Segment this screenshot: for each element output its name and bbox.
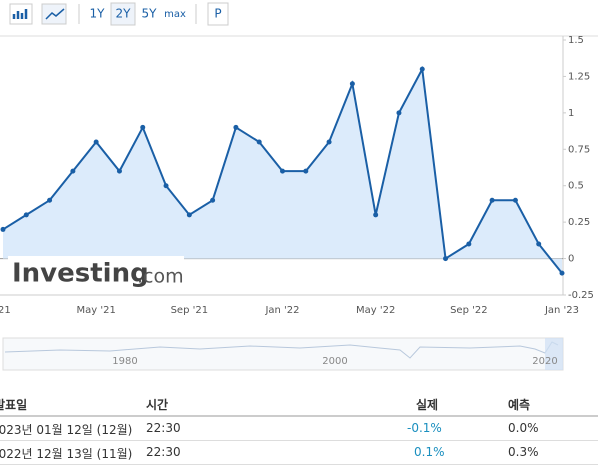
x-tick-label: May '22 xyxy=(356,305,395,316)
point xyxy=(116,168,122,174)
x-tick-label: Sep '21 xyxy=(171,305,209,316)
point xyxy=(93,139,99,145)
y-tick-label: 1.5 xyxy=(568,35,584,46)
y-tick-label: -0.25 xyxy=(568,290,594,301)
point xyxy=(349,81,355,87)
header-cell: 시간 xyxy=(146,398,169,412)
point xyxy=(489,197,495,203)
navigator-label: 2000 xyxy=(322,356,347,367)
time-cell: 22:30 xyxy=(146,445,181,459)
data-table: 발표일 시간 실제 예측 2023년 01월 12일 (12월) 22:30 -… xyxy=(0,392,598,465)
date-cell: 2023년 01월 12일 (12월) xyxy=(0,423,133,437)
forecast-cell: 0.3% xyxy=(508,445,539,459)
point xyxy=(419,66,425,72)
x-tick-label: Jan '23 xyxy=(544,305,579,316)
x-tick-label: '21 xyxy=(0,305,11,316)
point xyxy=(326,139,332,145)
watermark-suffix: .com xyxy=(137,266,184,288)
price-button-box xyxy=(207,2,229,26)
point xyxy=(70,168,76,174)
watermark-brand: Investing xyxy=(12,259,149,289)
navigator: 1980 2000 2020 xyxy=(2,337,564,371)
point xyxy=(186,212,192,218)
point xyxy=(233,124,239,130)
navigator-line xyxy=(4,341,559,359)
point xyxy=(466,241,472,247)
range-button[interactable]: 1Y xyxy=(90,7,106,21)
toolbar: 1Y 2Y 5Y max P xyxy=(9,2,229,26)
point xyxy=(559,270,565,276)
point xyxy=(0,226,6,232)
y-tick-label: 0 xyxy=(568,254,574,265)
point xyxy=(140,124,146,130)
x-tick-label: Jan '22 xyxy=(264,305,299,316)
range-button[interactable]: 2Y xyxy=(116,7,132,21)
point xyxy=(443,256,449,262)
navigator-label: 1980 xyxy=(112,356,137,367)
watermark-bg xyxy=(8,256,184,292)
header-cell: 발표일 xyxy=(0,398,28,412)
y-tick-label: 0.75 xyxy=(568,144,590,155)
actual-cell: -0.1% xyxy=(407,421,442,435)
x-tick-label: May '21 xyxy=(77,305,116,316)
bar-icon xyxy=(12,9,28,19)
point xyxy=(512,197,518,203)
header-cell: 실제 xyxy=(416,398,439,412)
point xyxy=(536,241,542,247)
point xyxy=(47,197,53,203)
navigator-window[interactable] xyxy=(545,338,563,370)
table-row: 2023년 01월 12일 (12월) 22:30 -0.1% 0.0% xyxy=(0,417,598,441)
range-selected xyxy=(110,2,136,26)
y-tick-label: 0.5 xyxy=(568,181,584,192)
point xyxy=(256,139,262,145)
x-tick-label: Sep '22 xyxy=(450,305,488,316)
table-header: 발표일 시간 실제 예측 xyxy=(0,392,598,417)
actual-cell: 0.1% xyxy=(414,445,445,459)
navigator-label: 2020 xyxy=(532,356,557,367)
point xyxy=(280,168,285,174)
y-tick-label: 1 xyxy=(568,108,574,119)
point xyxy=(303,168,309,174)
y-tick-label: 0.25 xyxy=(568,217,590,228)
point xyxy=(163,183,169,189)
time-cell: 22:30 xyxy=(146,421,181,435)
range-button[interactable]: 5Y xyxy=(142,7,158,21)
point xyxy=(23,212,29,218)
point xyxy=(373,212,379,218)
y-tick-label: 1.25 xyxy=(568,71,590,82)
price-button[interactable]: P xyxy=(214,7,221,21)
forecast-cell: 0.0% xyxy=(508,421,539,435)
range-button[interactable]: max xyxy=(164,9,186,20)
chart-widget: 1Y 2Y 5Y max P 1.5 1.25 1 0.75 0.5 0.25 0 -0.25… xyxy=(0,2,598,371)
table-row: 2022년 12월 13일 (11월) 22:30 0.1% 0.3% xyxy=(0,441,598,465)
line-icon xyxy=(45,8,65,20)
point xyxy=(396,110,402,116)
date-cell: 2022년 12월 13일 (11월) xyxy=(0,447,133,461)
navigator-box xyxy=(2,337,564,371)
watermark: Investing .com xyxy=(8,256,184,292)
header-cell: 예측 xyxy=(508,398,531,412)
point xyxy=(210,197,216,203)
